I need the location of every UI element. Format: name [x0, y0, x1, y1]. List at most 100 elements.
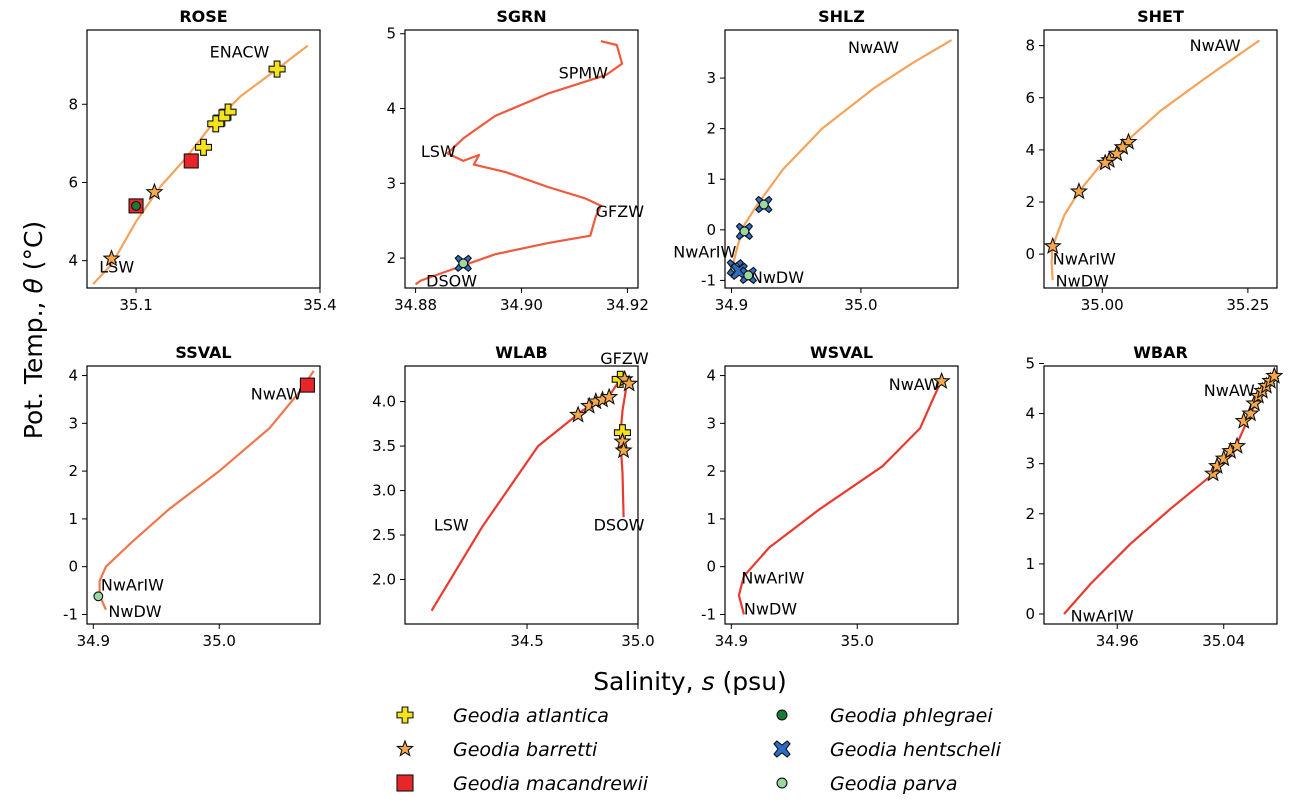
water-mass-label: NwDW [744, 599, 797, 618]
legend-label: Geodia macandrewii [453, 773, 649, 795]
x-tick-label: 34.9 [715, 296, 748, 314]
panel-shlz: SHLZ 34.9 35.0 -1 0 1 2 3 NwAW NwArIW NwDW [673, 7, 959, 314]
point-geodia-parva [739, 226, 750, 237]
point-geodia-barretti [1069, 182, 1089, 200]
y-tick-label: 2 [386, 249, 396, 267]
x-tick-label: 34.88 [394, 296, 437, 314]
water-mass-label: NwAW [1204, 381, 1255, 400]
point-geodia-barretti [145, 182, 164, 200]
water-mass-label: NwArIW [101, 576, 164, 595]
point-geodia-macandrewii [299, 377, 315, 393]
y-tick-label: 4 [1025, 405, 1035, 423]
x-tick-label: 35.25 [1226, 296, 1269, 314]
water-mass-label: NwArIW [1053, 250, 1116, 269]
x-tick-label: 35.0 [844, 296, 877, 314]
water-mass-label: SPMW [559, 64, 609, 83]
panel-title: SGRN [496, 7, 546, 26]
legend-item-geodia-hentscheli: Geodia hentscheli [773, 739, 1002, 761]
legend-item-geodia-phlegraei: Geodia phlegraei [776, 705, 993, 727]
y-tick-label: 0 [706, 221, 716, 239]
panel-ssval: SSVAL 34.9 35.0 -1 0 1 2 3 4 NwAW NwArIW NwDW [63, 343, 321, 650]
legend-marker-plus [396, 706, 414, 724]
water-mass-label: LSW [99, 257, 134, 276]
y-tick-label: 4 [386, 100, 396, 118]
y-tick-label: 3 [1025, 455, 1035, 473]
y-tick-label: 0 [68, 558, 78, 576]
x-tick-label: 34.90 [500, 296, 543, 314]
legend-item-geodia-barretti: Geodia barretti [395, 739, 598, 761]
point-geodia-parva [743, 270, 754, 281]
point-geodia-atlantica [194, 138, 213, 156]
legend-item-geodia-atlantica: Geodia atlantica [396, 705, 609, 727]
y-tick-label: 5 [1025, 354, 1035, 372]
water-mass-label: DSOW [594, 516, 645, 535]
x-tick-label: 35.1 [119, 296, 152, 314]
y-tick-label: 4 [68, 252, 78, 270]
y-tick-label: 8 [68, 95, 78, 113]
x-axis-label: Salinity, s (psu) [593, 667, 787, 696]
legend-label: Geodia atlantica [453, 705, 609, 727]
y-tick-label: 8 [1025, 37, 1035, 55]
x-tick-label: 35.0 [841, 632, 874, 650]
point-geodia-parva [758, 199, 769, 210]
y-tick-label: 2 [1025, 505, 1035, 523]
water-mass-label: ENACW [210, 42, 270, 61]
water-mass-label: NwArIW [1071, 606, 1134, 625]
y-tick-label: 3.5 [372, 437, 396, 455]
y-tick-label: 6 [68, 173, 78, 191]
y-tick-label: 0 [1025, 245, 1035, 263]
legend-label: Geodia phlegraei [830, 705, 993, 727]
ts-profile-line [98, 370, 315, 611]
panel-title: WLAB [495, 343, 547, 362]
water-mass-label: NwArIW [673, 243, 736, 262]
point-geodia-barretti [1234, 411, 1253, 429]
plot-frame [1043, 365, 1278, 625]
x-tick-label: 35.4 [303, 296, 336, 314]
water-mass-label: NwDW [1056, 272, 1109, 291]
x-tick-label: 35.04 [1202, 632, 1245, 650]
water-mass-label: GFZW [596, 202, 645, 221]
point-geodia-macandrewii [183, 153, 199, 169]
water-mass-label: DSOW [426, 272, 477, 291]
x-tick-label: 34.9 [715, 632, 748, 650]
plot-frame [86, 365, 321, 625]
legend: Geodia atlantica Geodia barretti Geodia ma… [395, 705, 1002, 795]
ts-profile-line [737, 379, 943, 615]
point-geodia-barretti [614, 440, 633, 459]
y-tick-label: 3 [706, 414, 716, 432]
x-tick-label: 34.9 [77, 632, 110, 650]
x-tick-label: 34.92 [606, 296, 649, 314]
x-tick-label: 34.96 [1096, 632, 1139, 650]
point-geodia-barretti [1096, 153, 1115, 171]
water-mass-label: NwAW [848, 38, 899, 57]
point-geodia-barretti [1227, 436, 1247, 454]
point-geodia-barretti [1241, 404, 1260, 422]
y-tick-label: 1 [706, 510, 716, 528]
y-tick-label: 1 [1025, 555, 1035, 573]
plot-frame [404, 365, 639, 625]
legend-label: Geodia hentscheli [830, 739, 1002, 761]
y-tick-label: 1 [706, 170, 716, 188]
water-mass-label: GFZW [600, 349, 649, 368]
water-mass-label: NwDW [751, 268, 804, 287]
y-axis-label: Pot. Temp., θ (°C) [19, 221, 48, 439]
y-tick-label: 2.0 [372, 571, 396, 589]
ts-profile-line [1050, 39, 1261, 281]
water-mass-label: LSW [421, 142, 456, 161]
point-geodia-parva [93, 591, 104, 602]
y-tick-label: 2 [706, 462, 716, 480]
y-tick-label: 4 [1025, 141, 1035, 159]
point-geodia-atlantica [268, 60, 286, 78]
panel-title: WSVAL [810, 343, 873, 362]
x-tick-label: 35.0 [203, 632, 236, 650]
y-tick-label: 4 [706, 367, 716, 385]
point-geodia-atlantica [219, 103, 237, 121]
y-tick-label: 2.5 [372, 526, 396, 544]
plot-frame [86, 29, 321, 289]
point-geodia-barretti [1207, 456, 1227, 474]
panel-shet: SHET 35.00 35.25 0 2 4 6 8 NwAW NwArIW NwDW [1025, 7, 1278, 314]
legend-marker-circle [776, 709, 788, 721]
y-tick-label: 0 [1025, 605, 1035, 623]
